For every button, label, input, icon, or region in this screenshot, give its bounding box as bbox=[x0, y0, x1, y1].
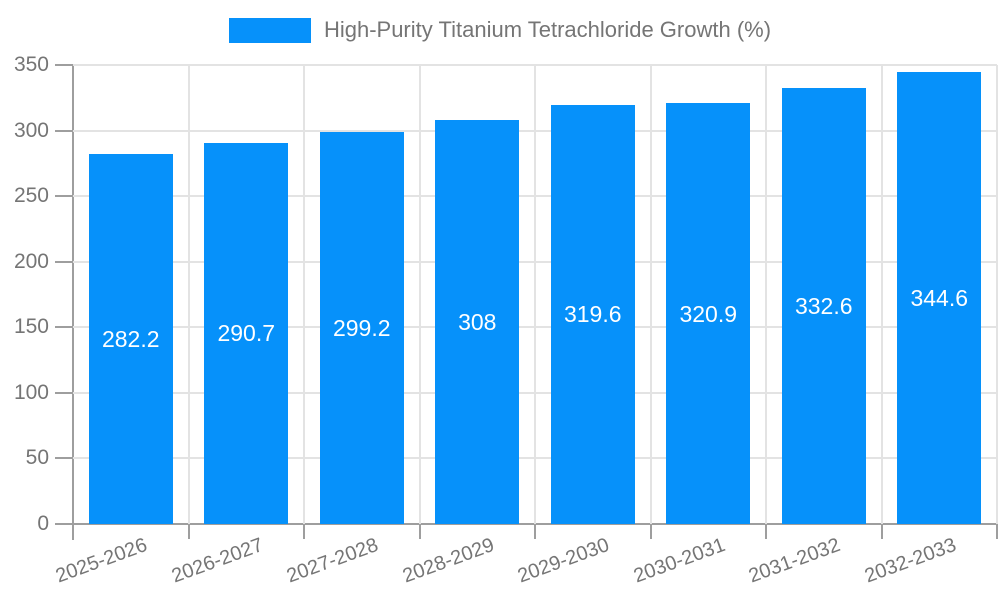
y-tick bbox=[55, 260, 73, 263]
bar bbox=[666, 103, 751, 524]
x-tick bbox=[187, 524, 190, 539]
plot-area: 282.2 2025-2026 290.7 2026-2027 299.2 2027-20… bbox=[53, 64, 998, 587]
y-tick bbox=[55, 326, 73, 329]
y-tick-label: 50 bbox=[25, 446, 49, 470]
y-axis-line bbox=[72, 65, 74, 540]
x-tick bbox=[72, 524, 74, 539]
x-tick bbox=[880, 524, 883, 539]
x-gridline bbox=[996, 65, 998, 524]
x-tick bbox=[765, 524, 767, 539]
bar-value-label: 290.7 bbox=[217, 320, 276, 347]
y-tick-label: 0 bbox=[37, 512, 49, 535]
bar bbox=[435, 120, 520, 524]
y-tick bbox=[55, 64, 73, 66]
x-gridline bbox=[765, 65, 767, 524]
y-tick-label: 250 bbox=[13, 184, 49, 208]
chart-title: High-Purity Titanium Tetrachloride Growt… bbox=[323, 17, 772, 42]
x-tick bbox=[534, 524, 536, 539]
x-tick-label: 2027-2028 bbox=[283, 534, 382, 588]
y-tick bbox=[55, 523, 73, 525]
legend-swatch bbox=[228, 17, 311, 43]
x-tick bbox=[418, 524, 421, 539]
x-gridline bbox=[880, 65, 883, 524]
x-gridline bbox=[534, 65, 536, 524]
y-tick-label: 350 bbox=[13, 53, 49, 76]
x-tick-label: 2030-2031 bbox=[630, 534, 728, 588]
bar-value-label: 320.9 bbox=[679, 300, 738, 327]
x-tick-label: 2025-2026 bbox=[52, 534, 151, 588]
x-tick-label: 2031-2032 bbox=[745, 534, 844, 588]
bar bbox=[550, 104, 635, 524]
bar bbox=[204, 142, 289, 524]
y-tick bbox=[55, 195, 73, 198]
x-tick-label: 2032-2033 bbox=[861, 534, 959, 588]
bar-value-label: 308 bbox=[458, 309, 497, 336]
y-tick-label: 150 bbox=[13, 315, 49, 339]
x-gridline bbox=[303, 65, 305, 524]
chart-legend: High-Purity Titanium Tetrachloride Growt… bbox=[0, 17, 1000, 43]
x-tick bbox=[303, 524, 305, 539]
x-gridline bbox=[187, 65, 190, 524]
y-tick-label: 300 bbox=[13, 118, 49, 142]
bar-value-label: 299.2 bbox=[332, 314, 391, 341]
x-gridline bbox=[418, 65, 421, 524]
bar bbox=[88, 153, 173, 524]
y-tick bbox=[55, 391, 73, 394]
x-tick-label: 2026-2027 bbox=[168, 534, 266, 588]
bar-value-label: 282.2 bbox=[101, 325, 160, 352]
y-tick bbox=[55, 457, 73, 460]
y-tick-label: 200 bbox=[13, 249, 49, 273]
bar bbox=[319, 131, 404, 524]
y-tick-label: 100 bbox=[13, 380, 49, 404]
x-gridline bbox=[649, 65, 652, 524]
x-tick-label: 2028-2029 bbox=[399, 534, 497, 588]
bar-value-label: 319.6 bbox=[563, 301, 622, 328]
bar bbox=[897, 72, 982, 524]
x-tick-label: 2029-2030 bbox=[514, 534, 613, 588]
bar bbox=[781, 87, 866, 524]
bar-value-label: 332.6 bbox=[794, 292, 853, 319]
x-tick bbox=[649, 524, 652, 539]
x-tick bbox=[996, 524, 998, 539]
y-tick bbox=[55, 129, 73, 132]
bar-value-label: 344.6 bbox=[910, 285, 969, 312]
